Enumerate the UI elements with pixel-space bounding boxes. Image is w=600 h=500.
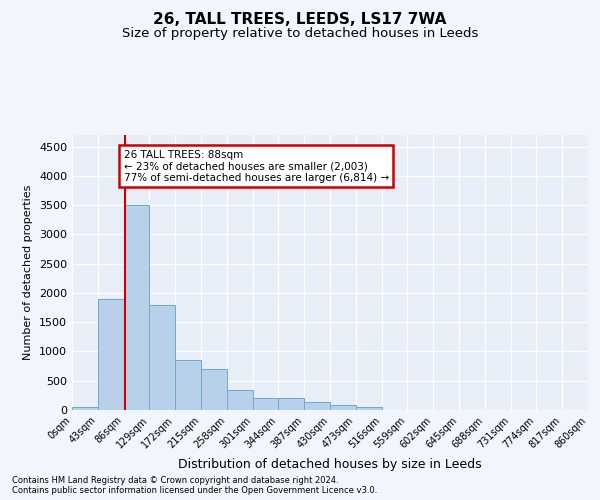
Bar bbox=[201, 369, 227, 410]
Bar bbox=[227, 390, 253, 410]
Bar bbox=[72, 407, 98, 410]
Bar bbox=[175, 360, 201, 410]
X-axis label: Distribution of detached houses by size in Leeds: Distribution of detached houses by size … bbox=[178, 458, 482, 471]
Bar bbox=[98, 299, 124, 410]
Text: 26, TALL TREES, LEEDS, LS17 7WA: 26, TALL TREES, LEEDS, LS17 7WA bbox=[154, 12, 446, 28]
Bar bbox=[253, 398, 278, 410]
Bar bbox=[278, 398, 304, 410]
Text: Contains public sector information licensed under the Open Government Licence v3: Contains public sector information licen… bbox=[12, 486, 377, 495]
Bar bbox=[330, 404, 356, 410]
Y-axis label: Number of detached properties: Number of detached properties bbox=[23, 185, 34, 360]
Text: Size of property relative to detached houses in Leeds: Size of property relative to detached ho… bbox=[122, 28, 478, 40]
Bar bbox=[356, 407, 382, 410]
Bar bbox=[304, 402, 330, 410]
Bar bbox=[124, 205, 149, 410]
Text: 26 TALL TREES: 88sqm
← 23% of detached houses are smaller (2,003)
77% of semi-de: 26 TALL TREES: 88sqm ← 23% of detached h… bbox=[124, 150, 389, 183]
Text: Contains HM Land Registry data © Crown copyright and database right 2024.: Contains HM Land Registry data © Crown c… bbox=[12, 476, 338, 485]
Bar bbox=[149, 304, 175, 410]
